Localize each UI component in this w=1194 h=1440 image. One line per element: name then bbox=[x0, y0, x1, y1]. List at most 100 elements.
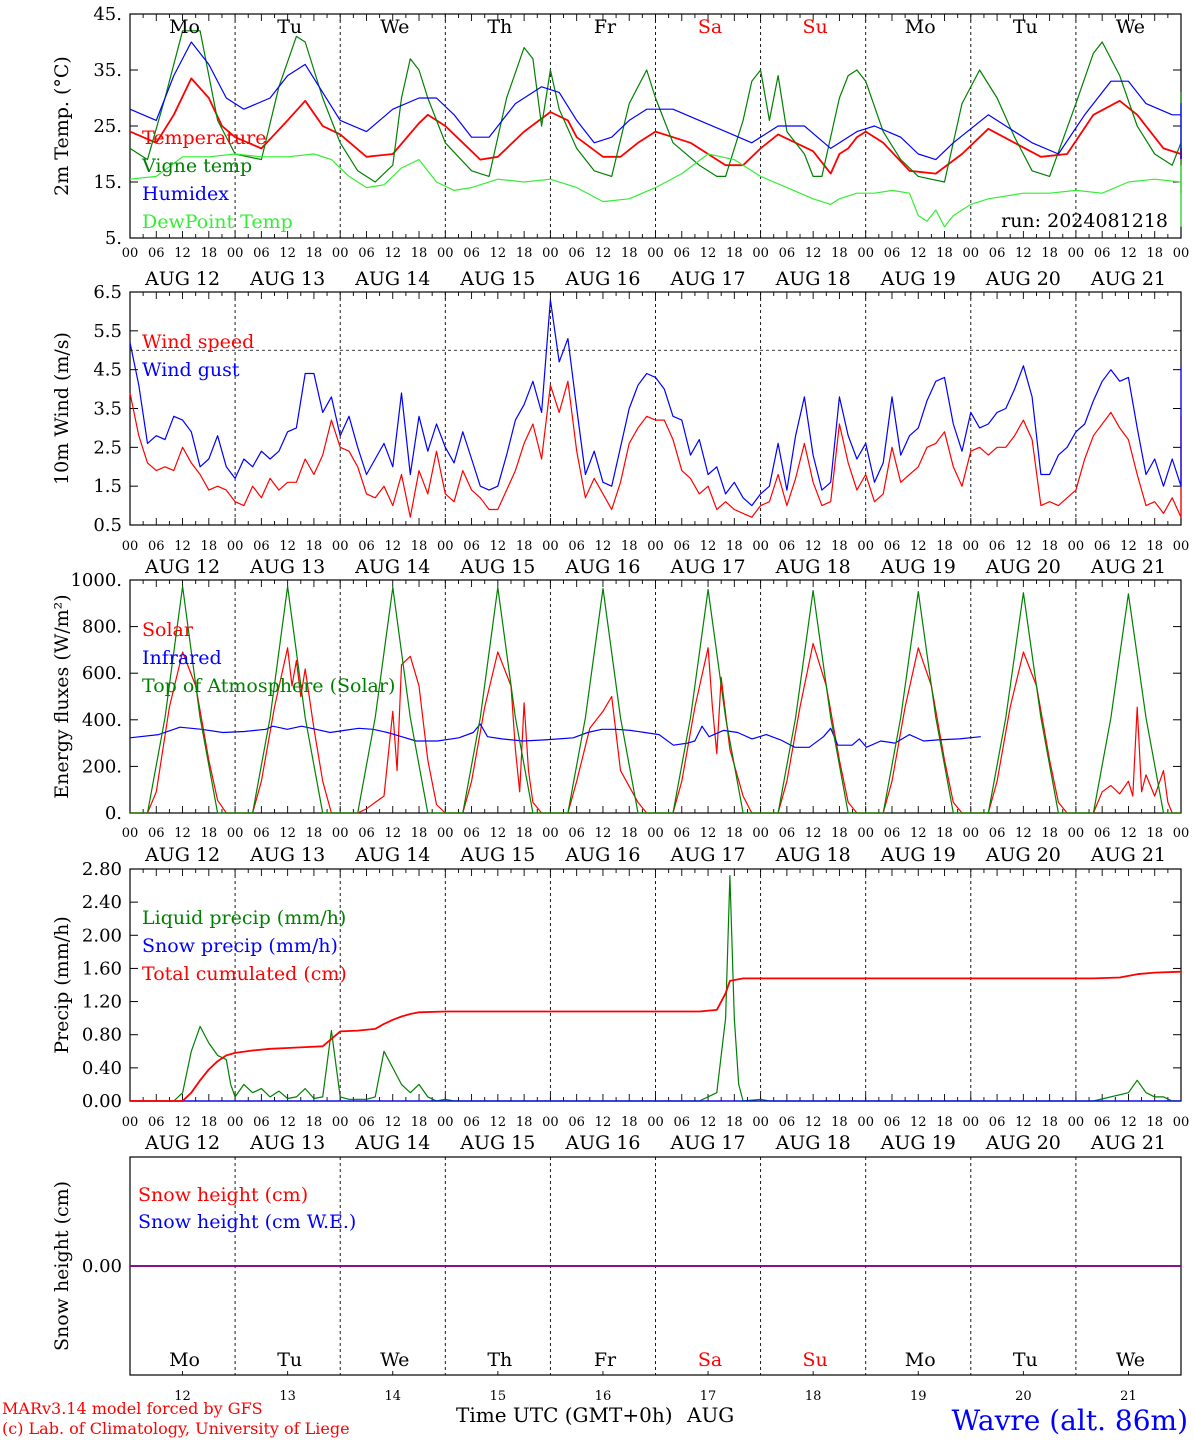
series-lines bbox=[129, 30, 1182, 1267]
hour-tick-label: 06 bbox=[253, 539, 270, 554]
hour-tick-label: 00 bbox=[752, 1115, 769, 1130]
panel-frame bbox=[129, 13, 1182, 239]
legend-entry: Liquid precip (mm/h) bbox=[142, 907, 346, 929]
hour-tick-label: 06 bbox=[358, 826, 375, 841]
hour-tick-label: 12 bbox=[595, 1115, 612, 1130]
y-tick-label: 5.5 bbox=[93, 321, 122, 342]
hour-tick-label: 12 bbox=[279, 246, 296, 261]
day-label: AUG 17 bbox=[669, 556, 745, 578]
hour-tick-label: 00 bbox=[122, 539, 139, 554]
hour-tick-label: 06 bbox=[358, 539, 375, 554]
hour-tick-label: 00 bbox=[122, 826, 139, 841]
hour-tick-label: 06 bbox=[1094, 826, 1111, 841]
hour-tick-label: 18 bbox=[1146, 1115, 1163, 1130]
day-label: AUG 13 bbox=[249, 556, 325, 578]
hour-tick-label: 12 bbox=[174, 826, 191, 841]
hour-tick-label: 06 bbox=[358, 1115, 375, 1130]
series-line bbox=[129, 30, 1182, 194]
hour-tick-label: 12 bbox=[1120, 539, 1137, 554]
hour-tick-label: 06 bbox=[568, 246, 585, 261]
hour-tick-label: 18 bbox=[831, 1115, 848, 1130]
y-tick-label: 15. bbox=[93, 172, 122, 193]
hour-tick-label: 12 bbox=[384, 246, 401, 261]
hour-tick-label: 18 bbox=[1041, 826, 1058, 841]
hour-tick-label: 06 bbox=[674, 826, 691, 841]
run-label: run: 2024081218 bbox=[1001, 210, 1168, 232]
hour-tick-label: 06 bbox=[1094, 539, 1111, 554]
weekday-label: Tu bbox=[1013, 16, 1038, 38]
hour-tick-label: 18 bbox=[621, 826, 638, 841]
hour-tick-label: 06 bbox=[148, 1115, 165, 1130]
hour-tick-label: 18 bbox=[516, 246, 533, 261]
hour-tick-label: 12 bbox=[700, 539, 717, 554]
weekday-label: Th bbox=[487, 1349, 512, 1371]
hour-tick-label: 00 bbox=[437, 539, 454, 554]
day-label: AUG 20 bbox=[985, 1132, 1061, 1154]
hour-tick-label: 12 bbox=[279, 826, 296, 841]
hour-tick-label: 18 bbox=[516, 1115, 533, 1130]
hour-tick-label: 06 bbox=[463, 246, 480, 261]
hour-tick-label: 18 bbox=[411, 826, 428, 841]
hour-tick-label: 06 bbox=[568, 1115, 585, 1130]
day-number-label: 21 bbox=[1120, 1389, 1137, 1404]
hour-tick-label: 00 bbox=[647, 826, 664, 841]
series-line bbox=[129, 723, 981, 748]
weekday-label: Su bbox=[803, 16, 828, 38]
hour-tick-label: 00 bbox=[1173, 539, 1190, 554]
day-label: AUG 14 bbox=[354, 556, 430, 578]
series-line bbox=[129, 41, 1182, 166]
hour-tick-label: 06 bbox=[674, 539, 691, 554]
hour-tick-label: 12 bbox=[700, 826, 717, 841]
hour-tick-label: 00 bbox=[542, 826, 559, 841]
hour-tick-label: 12 bbox=[805, 1115, 822, 1130]
day-label: AUG 15 bbox=[459, 1132, 535, 1154]
day-number-label: 15 bbox=[490, 1389, 507, 1404]
hour-tick-label: 12 bbox=[1015, 1115, 1032, 1130]
day-label: AUG 18 bbox=[775, 844, 851, 866]
hour-tick-label: 12 bbox=[805, 826, 822, 841]
hour-tick-label: 12 bbox=[174, 539, 191, 554]
hour-tick-label: 00 bbox=[437, 246, 454, 261]
series-line bbox=[129, 380, 1182, 518]
hour-tick-label: 00 bbox=[963, 1115, 980, 1130]
hour-tick-label: 06 bbox=[989, 246, 1006, 261]
y-tick-label: 0. bbox=[105, 803, 122, 824]
y-tick-label: 200. bbox=[82, 756, 122, 777]
hour-tick-label: 00 bbox=[122, 246, 139, 261]
weekday-label: Fr bbox=[594, 1349, 617, 1371]
day-label: AUG 18 bbox=[775, 556, 851, 578]
hour-tick-label: 12 bbox=[279, 539, 296, 554]
legend-entry: Vigne temp bbox=[141, 155, 252, 177]
hour-tick-label: 06 bbox=[148, 246, 165, 261]
hour-tick-label: 06 bbox=[568, 826, 585, 841]
hour-tick-label: 00 bbox=[332, 1115, 349, 1130]
y-tick-label: 1.60 bbox=[82, 958, 122, 979]
y-tick-label: 25. bbox=[93, 116, 122, 137]
y-tick-label: 600. bbox=[82, 663, 122, 684]
hour-tick-label: 06 bbox=[989, 1115, 1006, 1130]
legend-entry: Temperature bbox=[142, 127, 266, 149]
y-axis-label: Precip (mm/h) bbox=[51, 916, 73, 1054]
day-label: AUG 14 bbox=[354, 268, 430, 290]
hour-tick-label: 00 bbox=[1068, 539, 1085, 554]
weekday-label: We bbox=[380, 1349, 409, 1371]
y-tick-label: 0.40 bbox=[82, 1058, 122, 1079]
y-tick-label: 800. bbox=[82, 617, 122, 638]
hour-tick-label: 00 bbox=[857, 826, 874, 841]
hour-tick-label: 12 bbox=[700, 1115, 717, 1130]
hour-tick-label: 06 bbox=[463, 539, 480, 554]
hour-tick-label: 12 bbox=[595, 539, 612, 554]
hour-tick-label: 18 bbox=[1146, 539, 1163, 554]
hour-tick-label: 06 bbox=[253, 1115, 270, 1130]
hour-tick-label: 00 bbox=[963, 246, 980, 261]
weekday-label: Sa bbox=[698, 16, 722, 38]
legend-entry: Snow precip (mm/h) bbox=[142, 935, 338, 957]
hour-tick-label: 06 bbox=[884, 539, 901, 554]
footer-month: AUG bbox=[686, 1403, 734, 1427]
hour-tick-label: 18 bbox=[726, 826, 743, 841]
hour-tick-label: 12 bbox=[805, 246, 822, 261]
hour-tick-label: 18 bbox=[411, 246, 428, 261]
y-tick-label: 0.80 bbox=[82, 1025, 122, 1046]
hour-tick-label: 00 bbox=[647, 539, 664, 554]
hour-tick-label: 00 bbox=[227, 1115, 244, 1130]
